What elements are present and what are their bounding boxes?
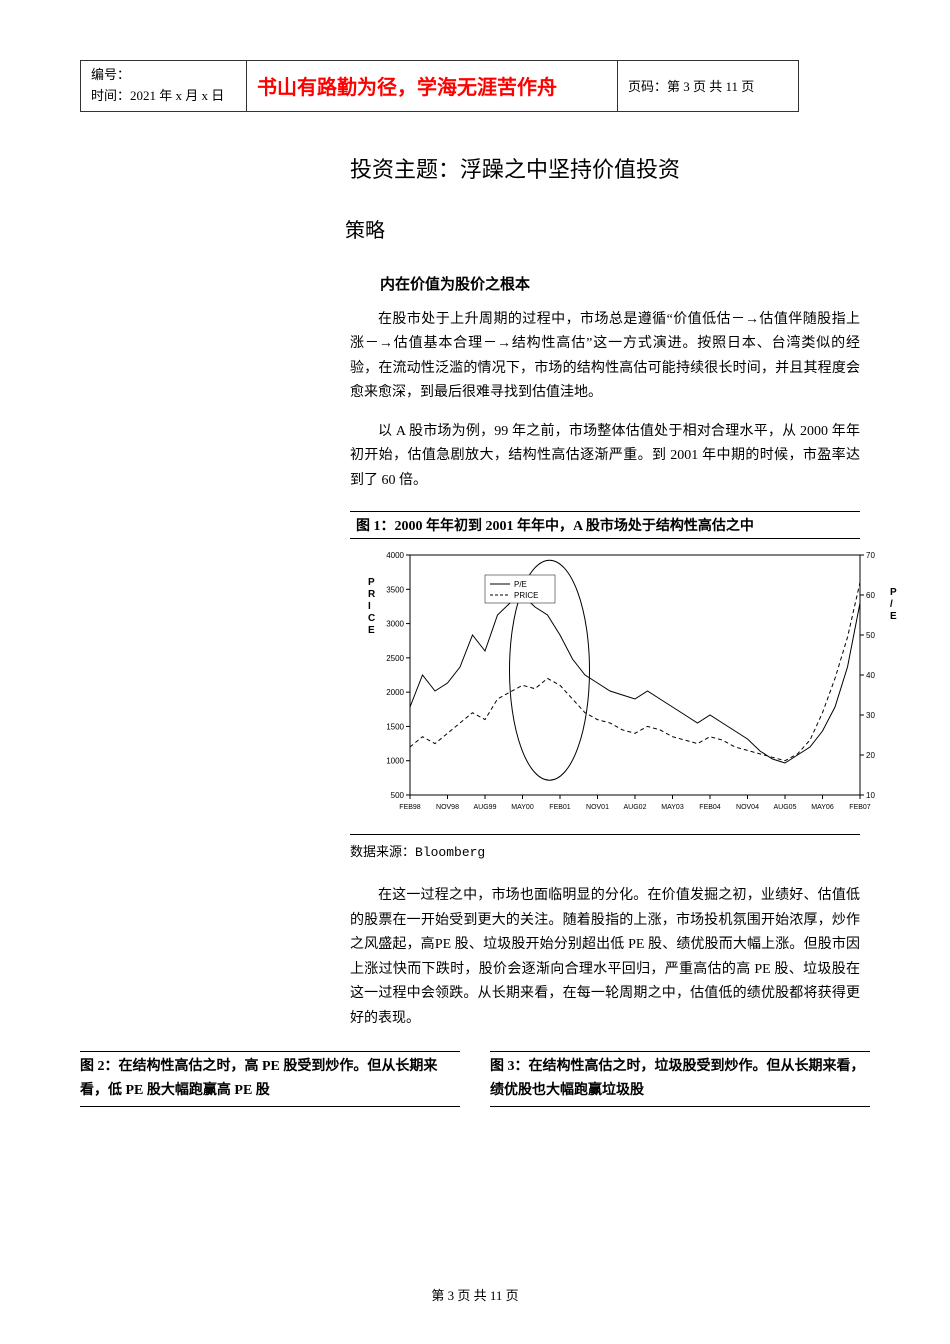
svg-text:FEB01: FEB01	[549, 804, 571, 811]
svg-text:NOV01: NOV01	[586, 804, 609, 811]
subtitle: 策略	[345, 214, 860, 243]
header-number: 编号：	[91, 65, 236, 86]
fig3-caption: 图 3：在结构性高估之时，垃圾股受到炒作。但从长期来看，绩优股也大幅跑赢垃圾股	[490, 1055, 870, 1103]
svg-text:20: 20	[866, 751, 875, 760]
svg-text:C: C	[368, 613, 375, 624]
svg-text:40: 40	[866, 671, 875, 680]
section-heading: 内在价值为股价之根本	[350, 273, 860, 294]
fig1-caption: 图 1：2000 年年初到 2001 年年中，A 股市场处于结构性高估之中	[350, 511, 860, 539]
fig3-caption-block: 图 3：在结构性高估之时，垃圾股受到炒作。但从长期来看，绩优股也大幅跑赢垃圾股	[490, 1051, 870, 1107]
svg-text:I: I	[368, 601, 371, 612]
fig2-caption-block: 图 2：在结构性高估之时，高 PE 股受到炒作。但从长期来看，低 PE 股大幅跑…	[80, 1051, 460, 1107]
source-label: 数据来源：	[350, 844, 415, 859]
svg-text:1500: 1500	[386, 723, 404, 732]
fig1-source: 数据来源：Bloomberg	[350, 834, 860, 860]
svg-text:70: 70	[866, 551, 875, 560]
svg-text:50: 50	[866, 631, 875, 640]
source-value: Bloomberg	[415, 845, 485, 860]
header-table: 编号： 时间：2021 年 x 月 x 日 书山有路勤为径，学海无涯苦作舟 页码…	[80, 60, 799, 112]
page-footer: 第 3 页 共 11 页	[0, 1285, 950, 1304]
svg-text:AUG05: AUG05	[774, 804, 797, 811]
svg-text:R: R	[368, 589, 376, 600]
header-date: 时间：2021 年 x 月 x 日	[91, 86, 236, 107]
svg-text:2000: 2000	[386, 688, 404, 697]
svg-text:NOV04: NOV04	[736, 804, 759, 811]
svg-text:4000: 4000	[386, 551, 404, 560]
main-title: 投资主题：浮躁之中坚持价值投资	[350, 152, 860, 184]
svg-text:FEB98: FEB98	[399, 804, 421, 811]
fig2-caption: 图 2：在结构性高估之时，高 PE 股受到炒作。但从长期来看，低 PE 股大幅跑…	[80, 1055, 460, 1103]
svg-text:10: 10	[866, 791, 875, 800]
fig1-chart: 5001000150020002500300035004000102030405…	[350, 545, 860, 830]
svg-text:2500: 2500	[386, 654, 404, 663]
svg-text:FEB04: FEB04	[699, 804, 721, 811]
svg-text:/: /	[890, 599, 893, 610]
paragraph-1: 在股市处于上升周期的过程中，市场总是遵循“价值低估－→估值伴随股指上涨－→估值基…	[350, 308, 860, 406]
svg-text:P/E: P/E	[514, 580, 527, 589]
svg-text:PRICE: PRICE	[514, 591, 538, 600]
svg-text:MAY03: MAY03	[661, 804, 684, 811]
svg-text:AUG02: AUG02	[624, 804, 647, 811]
svg-text:E: E	[368, 625, 375, 636]
paragraph-3: 在这一过程之中，市场也面临明显的分化。在价值发掘之初，业绩好、估值低的股票在一开…	[350, 884, 860, 1031]
svg-text:3000: 3000	[386, 620, 404, 629]
svg-text:P: P	[890, 587, 897, 598]
svg-text:AUG99: AUG99	[474, 804, 497, 811]
header-page: 页码：第 3 页 共 11 页	[618, 61, 799, 112]
svg-text:60: 60	[866, 591, 875, 600]
header-motto: 书山有路勤为径，学海无涯苦作舟	[247, 61, 618, 112]
paragraph-2: 以 A 股市场为例，99 年之前，市场整体估值处于相对合理水平，从 2000 年…	[350, 420, 860, 494]
svg-text:FEB07: FEB07	[849, 804, 871, 811]
svg-text:E: E	[890, 611, 897, 622]
svg-text:30: 30	[866, 711, 875, 720]
svg-text:1000: 1000	[386, 757, 404, 766]
svg-text:MAY00: MAY00	[511, 804, 534, 811]
header-left-cell: 编号： 时间：2021 年 x 月 x 日	[81, 61, 247, 112]
svg-text:MAY06: MAY06	[811, 804, 834, 811]
svg-text:NOV98: NOV98	[436, 804, 459, 811]
svg-text:P: P	[368, 577, 375, 588]
svg-text:3500: 3500	[386, 585, 404, 594]
svg-text:500: 500	[391, 791, 405, 800]
